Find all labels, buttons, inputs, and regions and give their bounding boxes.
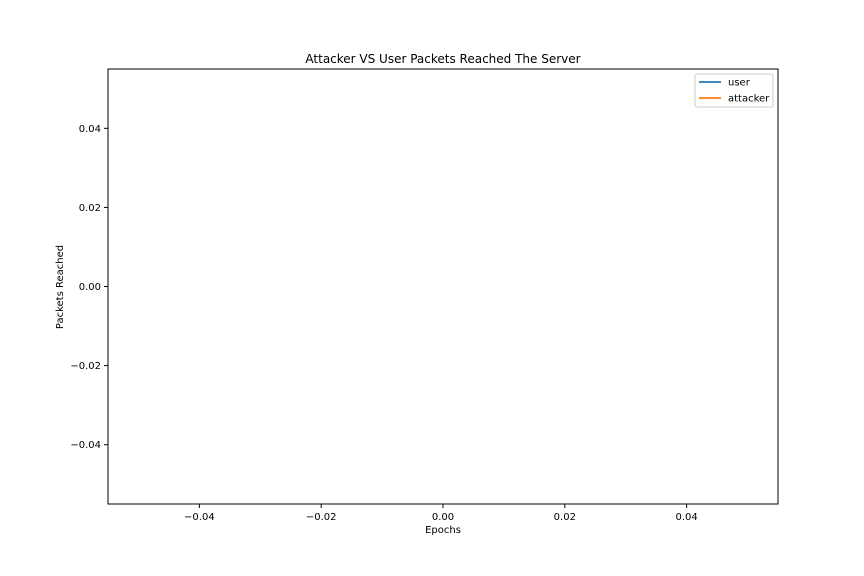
y-tick-label: 0.02: [79, 203, 101, 214]
legend: user attacker: [694, 73, 774, 108]
chart-title: Attacker VS User Packets Reached The Ser…: [305, 52, 580, 66]
x-tick-label: 0.02: [554, 512, 576, 523]
x-axis-ticks: −0.04 −0.02 0.00 0.02 0.04: [184, 504, 698, 523]
y-tick-label: −0.04: [70, 440, 101, 451]
x-tick-label: 0.00: [432, 512, 454, 523]
x-tick-label: −0.02: [306, 512, 337, 523]
y-tick-label: −0.02: [70, 361, 101, 372]
y-tick-label: 0.00: [79, 282, 101, 293]
legend-label-user: user: [728, 78, 751, 89]
x-axis-label: Epochs: [425, 525, 461, 536]
y-tick-label: 0.04: [79, 124, 101, 135]
legend-label-attacker: attacker: [728, 94, 770, 105]
y-axis-label: Packets Reached: [55, 245, 66, 329]
x-tick-label: 0.04: [676, 512, 698, 523]
x-tick-label: −0.04: [184, 512, 215, 523]
plot-area: [107, 68, 779, 505]
y-axis-ticks: −0.04 −0.02 0.00 0.02 0.04: [70, 124, 108, 451]
